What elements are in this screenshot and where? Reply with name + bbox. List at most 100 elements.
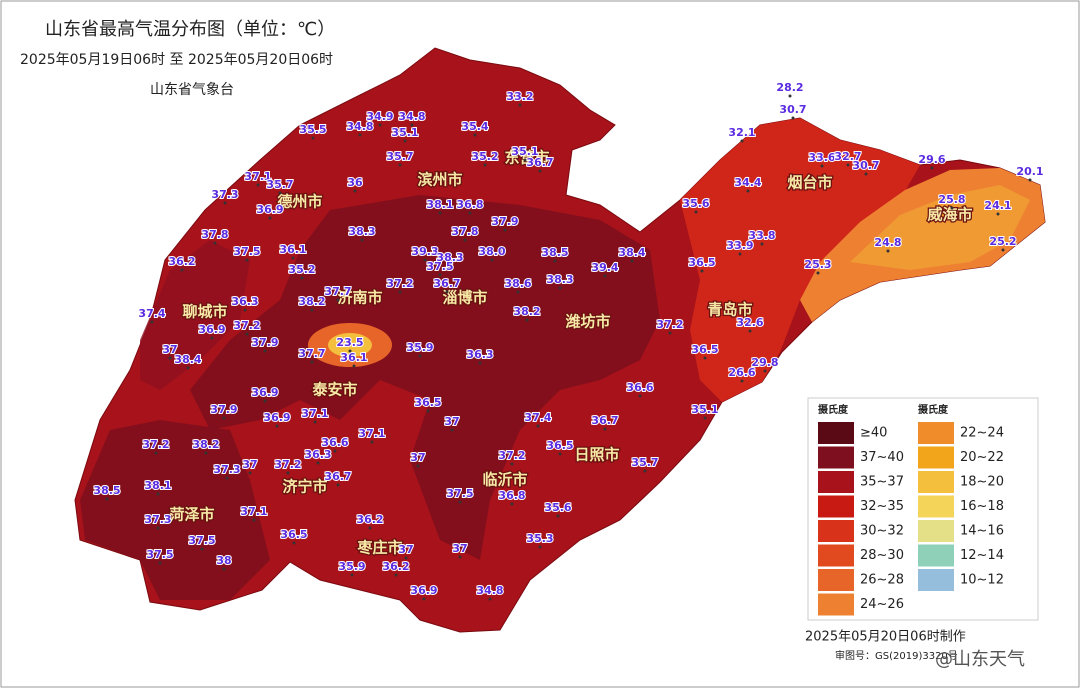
legend-swatch — [818, 520, 854, 542]
legend-unit: 摄氏度 — [918, 403, 949, 416]
station-dot — [638, 394, 642, 398]
station-dot — [473, 133, 477, 137]
station-dot — [316, 461, 320, 465]
station-dot — [700, 269, 704, 273]
station-value: 32.1 — [728, 126, 755, 139]
station-dot — [310, 308, 314, 312]
station-value: 30.7 — [852, 159, 879, 172]
station-value: 38.2 — [192, 438, 219, 451]
station-dot — [950, 206, 954, 210]
station-value: 24.8 — [874, 236, 901, 249]
legend-swatch — [918, 569, 954, 591]
station-value: 37.9 — [491, 215, 518, 228]
station-dot — [300, 276, 304, 280]
legend-swatch — [818, 471, 854, 493]
hot-west — [80, 420, 270, 600]
station-dot — [358, 133, 362, 137]
station-dot — [738, 252, 742, 256]
station-value: 37.1 — [301, 407, 328, 420]
coast-zone — [680, 118, 920, 402]
station-value: 25.2 — [989, 235, 1016, 248]
station-dot — [820, 164, 824, 168]
legend-label: 18~20 — [960, 475, 1004, 490]
station-dot — [186, 366, 190, 370]
station-value: 33.8 — [748, 229, 775, 242]
legend-swatch — [818, 422, 854, 444]
legend-label: 10~12 — [960, 573, 1004, 588]
station-dot — [204, 451, 208, 455]
station-dot — [694, 210, 698, 214]
map-agency: 山东省气象台 — [150, 82, 234, 98]
station-dot — [643, 469, 647, 473]
station-dot — [225, 476, 229, 480]
station-value: 36 — [347, 176, 363, 189]
station-value: 35.2 — [288, 263, 315, 276]
station-dot — [445, 290, 449, 294]
station-value: 37.9 — [210, 403, 237, 416]
station-value: 35.7 — [386, 150, 413, 163]
station-dot — [450, 428, 454, 432]
station-dot — [352, 364, 356, 368]
station-value: 36.5 — [691, 343, 718, 356]
station-value: 36.2 — [356, 513, 383, 526]
station-value: 35.4 — [461, 120, 488, 133]
station-value: 36.9 — [410, 584, 437, 597]
station-value: 35.2 — [471, 150, 498, 163]
station-dot — [378, 123, 382, 127]
station-dot — [816, 271, 820, 275]
station-dot — [558, 286, 562, 290]
station-dot — [410, 123, 414, 127]
station-value: 36.9 — [251, 386, 278, 399]
station-dot — [256, 183, 260, 187]
station-value: 37 — [398, 543, 413, 556]
station-value: 37.2 — [274, 458, 301, 471]
station-dot — [252, 518, 256, 522]
station-value: 35.6 — [682, 197, 709, 210]
station-dot — [150, 320, 154, 324]
footer-approval: 审图号：GS(2019)3320号 — [835, 649, 958, 662]
station-dot — [536, 424, 540, 428]
station-value: 39.3 — [411, 245, 438, 258]
station-value: 37.8 — [201, 228, 228, 241]
legend-unit: 摄氏度 — [818, 403, 849, 416]
station-value: 36.5 — [546, 439, 573, 452]
station-dot — [516, 290, 520, 294]
station-dot — [348, 349, 352, 353]
station-value: 36.8 — [456, 198, 483, 211]
legend-label: 35~37 — [860, 475, 904, 490]
station-value: 36.9 — [198, 323, 225, 336]
station-dot — [1028, 178, 1032, 182]
station-value: 35.1 — [511, 145, 538, 158]
station-dot — [245, 258, 249, 262]
legend-swatch — [818, 544, 854, 567]
station-dot — [105, 497, 109, 501]
station-dot — [333, 449, 337, 453]
legend-swatch — [818, 593, 854, 616]
station-dot — [510, 462, 514, 466]
station-dot — [200, 547, 204, 551]
station-value: 38.2 — [513, 305, 540, 318]
station-value: 37.5 — [188, 534, 215, 547]
station-value: 35.5 — [299, 123, 326, 136]
city-label: 威海市 — [927, 206, 972, 224]
station-dot — [846, 163, 850, 167]
station-value: 30.7 — [779, 103, 806, 116]
city-label: 聊城市 — [182, 303, 227, 321]
station-value: 25.3 — [804, 258, 831, 271]
station-value: 36.3 — [231, 295, 258, 308]
station-dot — [158, 561, 162, 565]
city-label: 菏泽市 — [169, 506, 214, 524]
city-label: 滨州市 — [417, 171, 462, 189]
station-value: 37.2 — [233, 319, 260, 332]
station-dot — [763, 369, 767, 373]
legend-swatch — [818, 569, 854, 591]
station-value: 32.6 — [736, 316, 763, 329]
station-value: 38.6 — [504, 277, 531, 290]
legend-swatch — [918, 520, 954, 542]
station-dot — [291, 256, 295, 260]
station-dot — [490, 258, 494, 262]
watermark: @山东天气 — [935, 649, 1025, 670]
station-dot — [292, 541, 296, 545]
station-dot — [243, 308, 247, 312]
station-value: 36.1 — [279, 243, 306, 256]
